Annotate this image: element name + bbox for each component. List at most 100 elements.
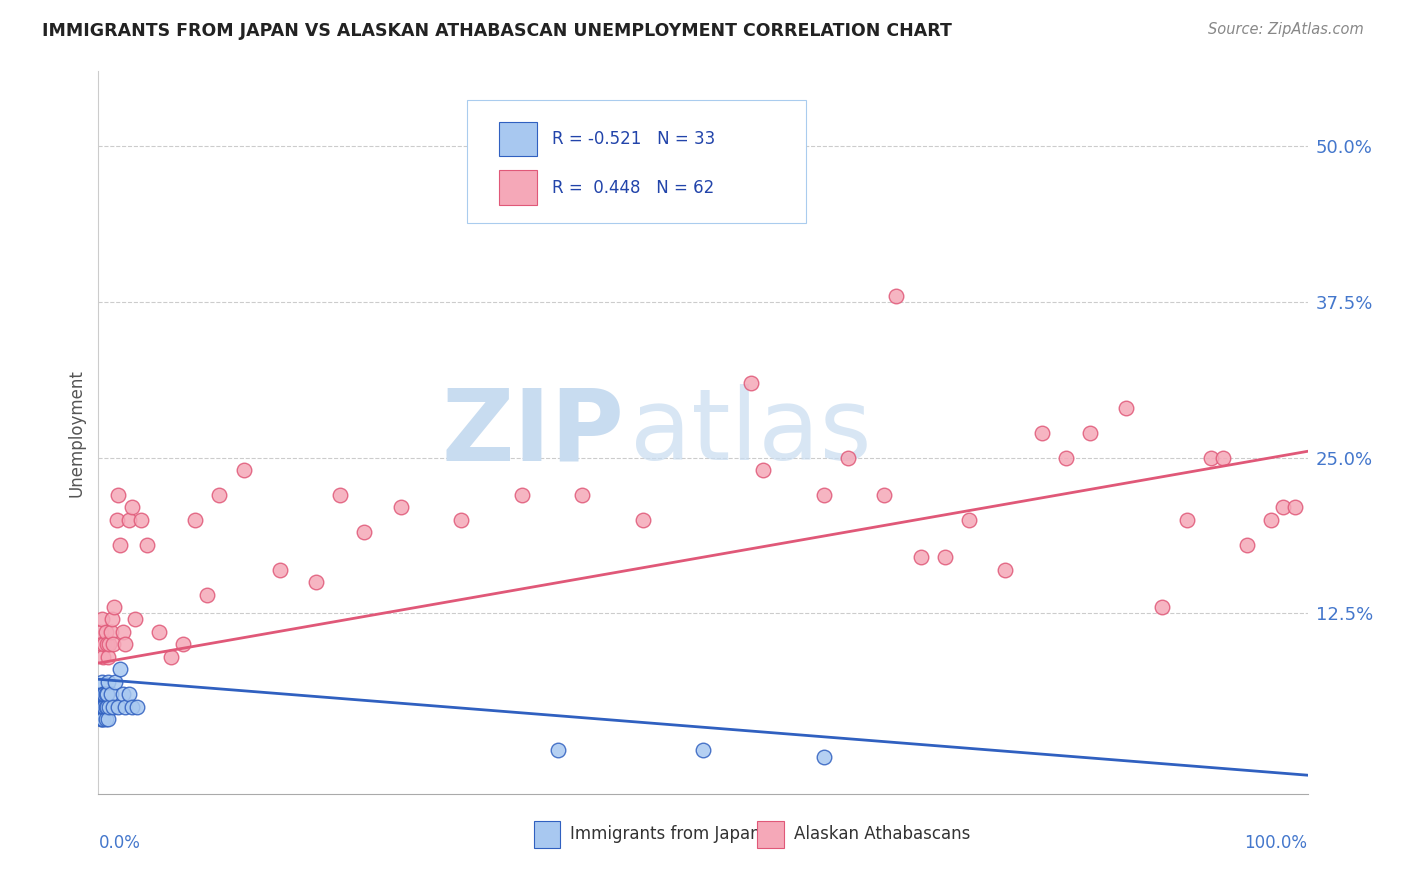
Text: Source: ZipAtlas.com: Source: ZipAtlas.com bbox=[1208, 22, 1364, 37]
Point bbox=[1115, 401, 1137, 415]
Point bbox=[1260, 513, 1282, 527]
Point bbox=[129, 513, 152, 527]
Point bbox=[107, 488, 129, 502]
Bar bbox=[499, 121, 537, 156]
Point bbox=[93, 637, 115, 651]
Point bbox=[837, 450, 859, 465]
Point bbox=[208, 488, 231, 502]
Point bbox=[1236, 538, 1258, 552]
Point bbox=[107, 699, 129, 714]
Point bbox=[510, 488, 533, 502]
Point bbox=[91, 649, 114, 664]
Point bbox=[108, 662, 131, 676]
Point bbox=[329, 488, 352, 502]
Point bbox=[813, 488, 835, 502]
Point bbox=[692, 164, 714, 178]
Point bbox=[232, 463, 254, 477]
Point bbox=[90, 687, 112, 701]
Point bbox=[389, 500, 412, 515]
Point bbox=[873, 488, 896, 502]
Y-axis label: Unemployment: Unemployment bbox=[67, 368, 86, 497]
Point bbox=[692, 743, 714, 757]
Point bbox=[94, 624, 117, 639]
Point bbox=[90, 712, 112, 726]
Point bbox=[91, 674, 114, 689]
Point bbox=[97, 712, 120, 726]
Point bbox=[91, 699, 114, 714]
Point bbox=[94, 699, 117, 714]
Bar bbox=[499, 170, 537, 205]
Point bbox=[100, 687, 122, 701]
Point bbox=[118, 513, 141, 527]
Point bbox=[101, 637, 124, 651]
Point bbox=[98, 699, 121, 714]
Point bbox=[111, 624, 134, 639]
Point bbox=[124, 612, 146, 626]
Bar bbox=[758, 821, 785, 848]
Point bbox=[740, 376, 762, 390]
Point bbox=[91, 687, 114, 701]
Point bbox=[957, 513, 980, 527]
Point bbox=[93, 699, 115, 714]
Text: atlas: atlas bbox=[630, 384, 872, 481]
Text: Alaskan Athabascans: Alaskan Athabascans bbox=[793, 825, 970, 843]
Text: R = -0.521   N = 33: R = -0.521 N = 33 bbox=[551, 130, 716, 148]
Point bbox=[94, 687, 117, 701]
Point bbox=[97, 674, 120, 689]
Point bbox=[90, 624, 112, 639]
Point bbox=[118, 687, 141, 701]
Point bbox=[1078, 425, 1101, 440]
Point bbox=[100, 624, 122, 639]
Point bbox=[172, 637, 194, 651]
Point bbox=[103, 600, 125, 615]
Point bbox=[1272, 500, 1295, 515]
Point bbox=[91, 712, 114, 726]
FancyBboxPatch shape bbox=[467, 100, 806, 223]
Point bbox=[450, 513, 472, 527]
Point bbox=[111, 687, 134, 701]
Point bbox=[97, 649, 120, 664]
Point bbox=[108, 538, 131, 552]
Point bbox=[121, 500, 143, 515]
Point bbox=[813, 749, 835, 764]
Point bbox=[269, 563, 291, 577]
Point bbox=[1152, 600, 1174, 615]
Point bbox=[96, 699, 118, 714]
Text: Immigrants from Japan: Immigrants from Japan bbox=[569, 825, 761, 843]
Point bbox=[100, 612, 122, 626]
Text: R =  0.448   N = 62: R = 0.448 N = 62 bbox=[551, 178, 714, 196]
Point bbox=[89, 699, 111, 714]
Point bbox=[101, 699, 124, 714]
Point bbox=[353, 525, 375, 540]
Point bbox=[91, 612, 114, 626]
Point bbox=[195, 588, 218, 602]
Point bbox=[91, 712, 114, 726]
Point bbox=[121, 699, 143, 714]
Point bbox=[104, 674, 127, 689]
Point bbox=[1031, 425, 1053, 440]
Point bbox=[631, 513, 654, 527]
Point bbox=[1054, 450, 1077, 465]
Point bbox=[127, 699, 149, 714]
Point bbox=[91, 637, 114, 651]
Point bbox=[547, 743, 569, 757]
Point bbox=[1175, 513, 1198, 527]
Point bbox=[571, 488, 593, 502]
Point bbox=[98, 637, 121, 651]
Point bbox=[934, 550, 956, 565]
Point bbox=[886, 288, 908, 302]
Point bbox=[96, 637, 118, 651]
Point bbox=[910, 550, 932, 565]
Point bbox=[135, 538, 157, 552]
Point bbox=[1212, 450, 1234, 465]
Text: 100.0%: 100.0% bbox=[1244, 834, 1308, 852]
Point bbox=[94, 712, 117, 726]
Point bbox=[305, 575, 328, 590]
Point bbox=[90, 699, 112, 714]
Text: 0.0%: 0.0% bbox=[98, 834, 141, 852]
Point bbox=[184, 513, 207, 527]
Point bbox=[1284, 500, 1306, 515]
Point bbox=[160, 649, 183, 664]
Point bbox=[994, 563, 1017, 577]
Text: IMMIGRANTS FROM JAPAN VS ALASKAN ATHABASCAN UNEMPLOYMENT CORRELATION CHART: IMMIGRANTS FROM JAPAN VS ALASKAN ATHABAS… bbox=[42, 22, 952, 40]
